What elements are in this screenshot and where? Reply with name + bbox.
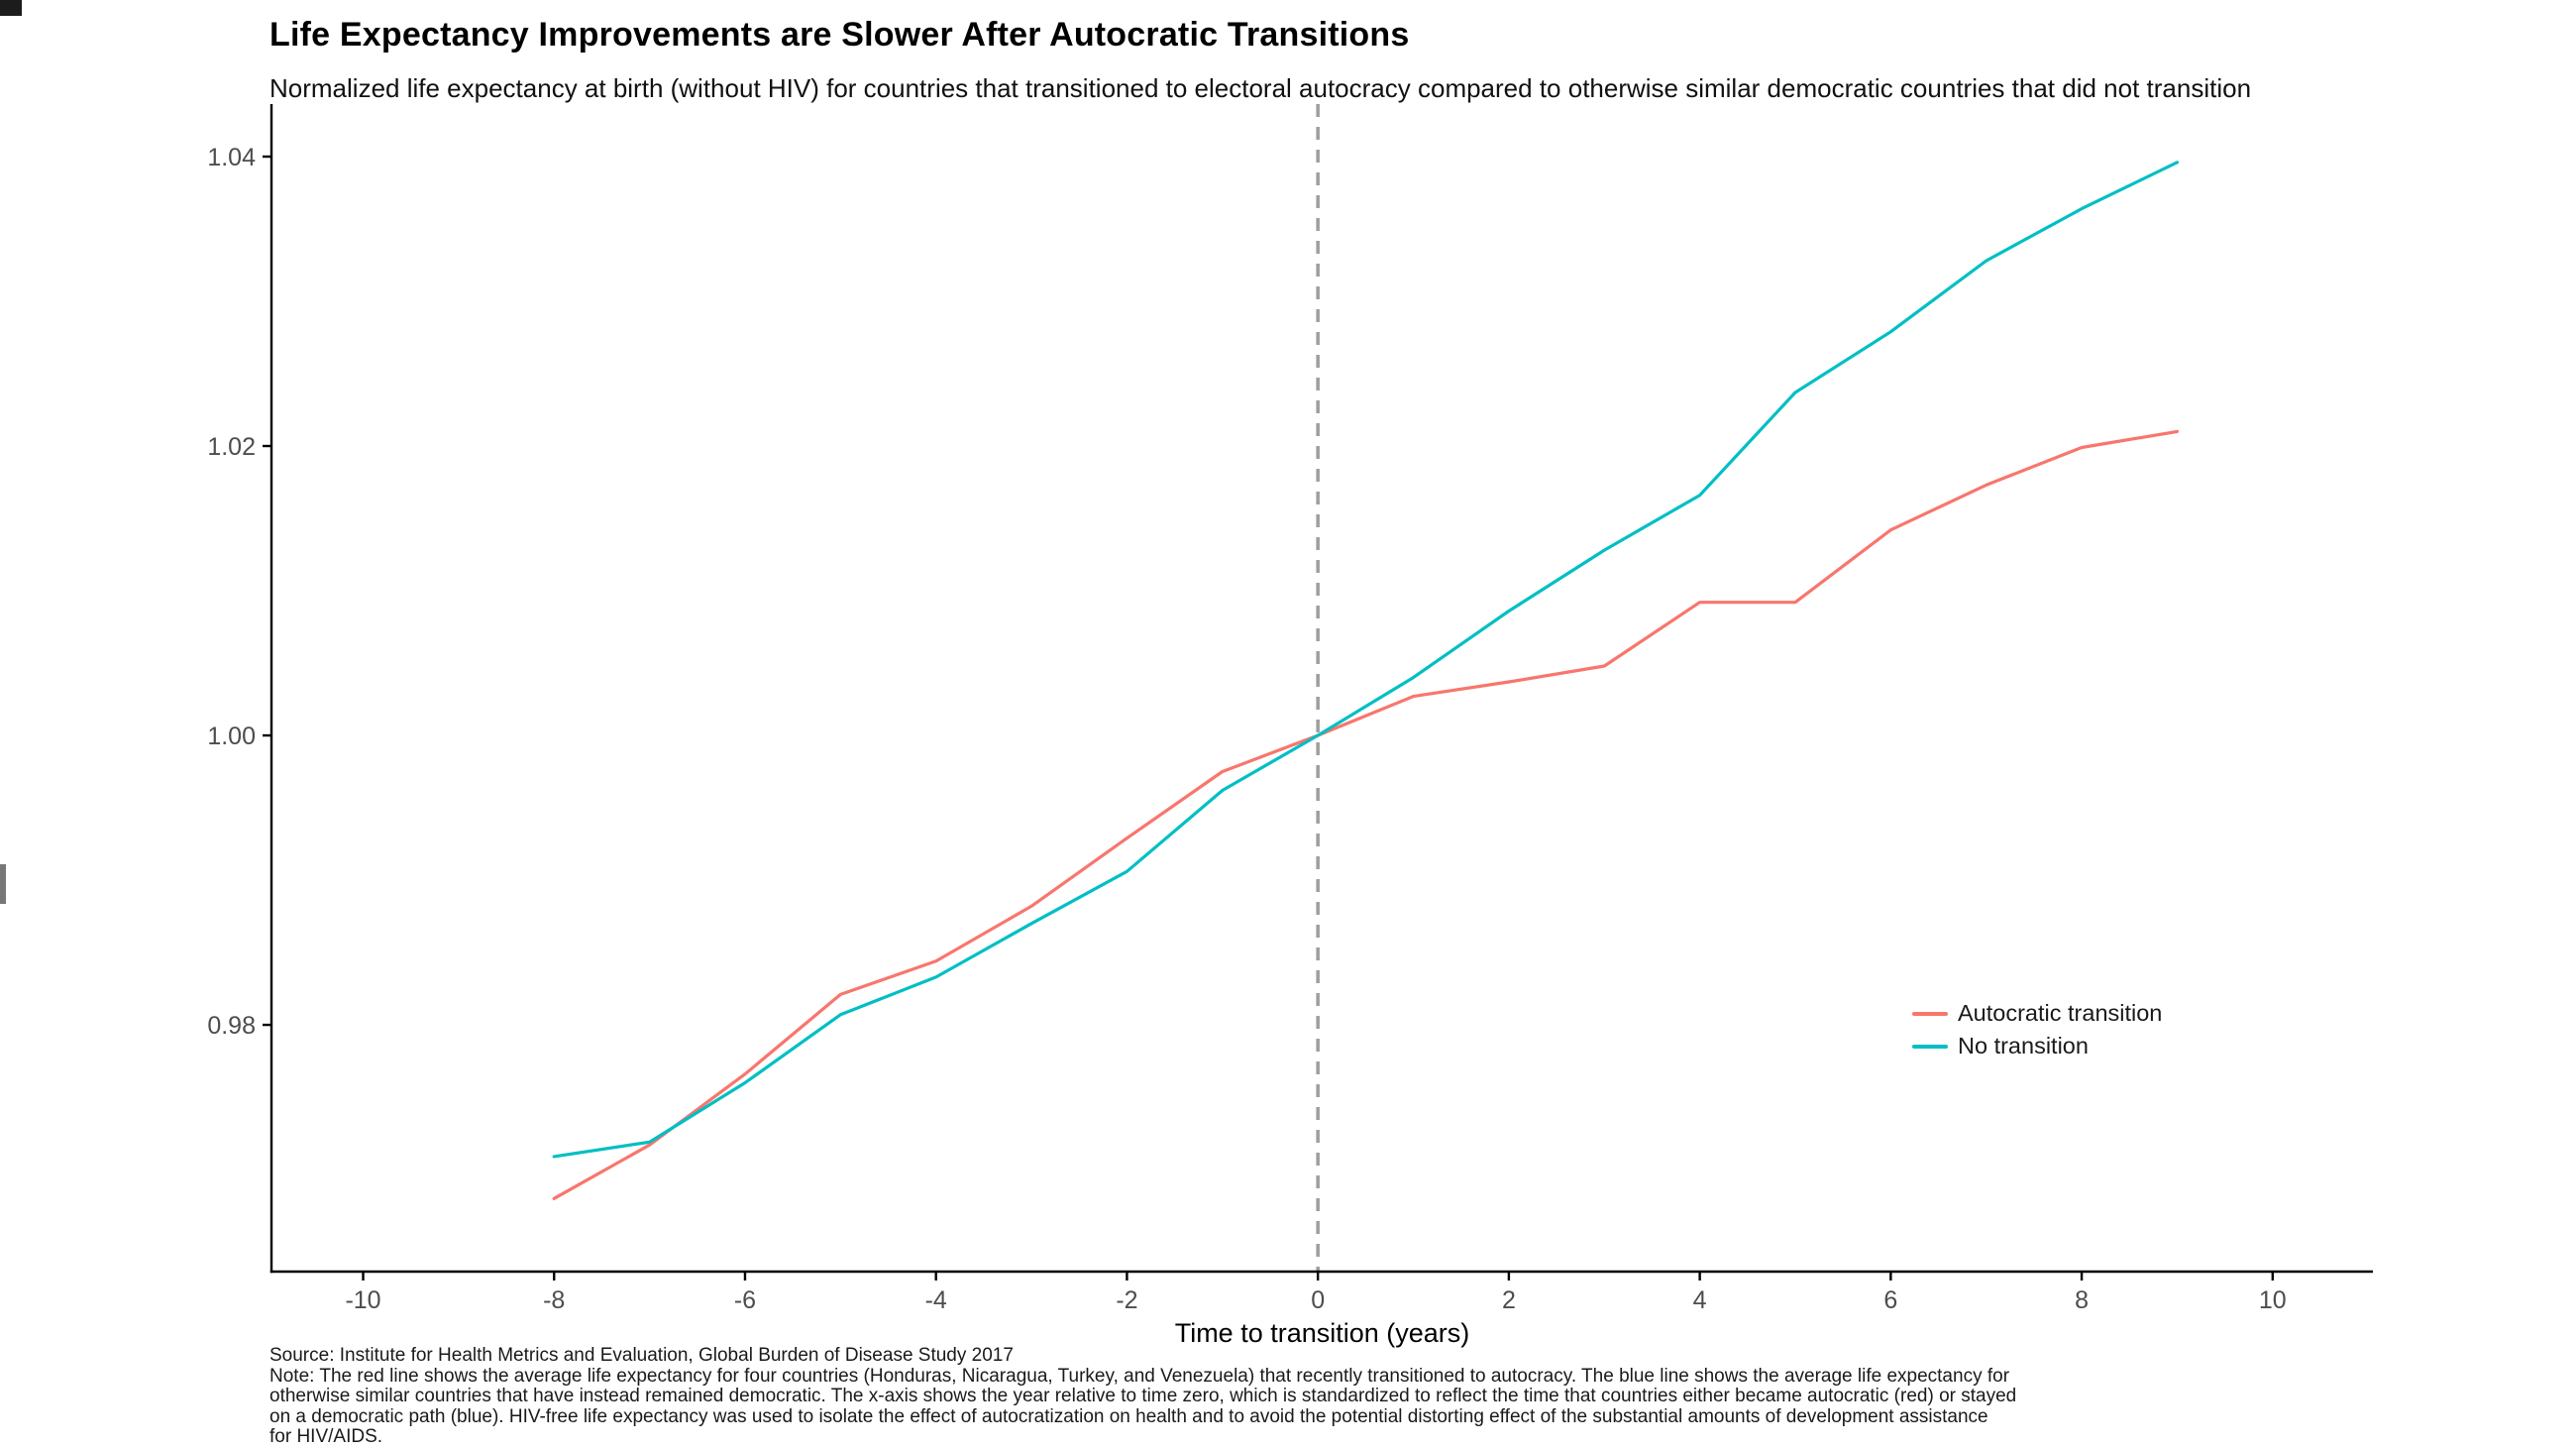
legend-label: No transition	[1958, 1033, 2089, 1059]
caption-line: otherwise similar countries that have in…	[269, 1386, 2017, 1407]
legend-swatch-autocratic-line	[1912, 1011, 1948, 1016]
x-tick-label: 8	[2075, 1286, 2089, 1314]
legend-item-autocratic: Autocratic transition	[1912, 997, 2162, 1030]
x-tick-label: -4	[925, 1286, 947, 1314]
legend-swatch-no-transition-line	[1912, 1044, 1948, 1049]
screen-artifact-left-edge	[0, 864, 6, 904]
caption-line: Note: The red line shows the average lif…	[269, 1365, 2010, 1387]
chart-subtitle: Normalized life expectancy at birth (wit…	[269, 73, 2252, 103]
legend-item-no-transition: No transition	[1912, 1030, 2162, 1062]
y-tick-label: 1.04	[207, 144, 256, 171]
screen-artifact-top-left	[0, 0, 22, 16]
x-tick-label: -8	[543, 1286, 565, 1314]
x-axis-title: Time to transition (years)	[1174, 1318, 1470, 1348]
caption-line: on a democratic path (blue). HIV-free li…	[269, 1405, 1988, 1427]
x-tick-label: 10	[2259, 1286, 2287, 1314]
x-tick-label: 6	[1883, 1286, 1897, 1314]
caption-line: for HIV/AIDS.	[269, 1426, 383, 1448]
series-line-autocratic-transition	[552, 429, 2180, 1200]
y-tick-label: 0.98	[207, 1012, 256, 1040]
x-tick-label: 0	[1311, 1286, 1325, 1314]
x-tick-label: -10	[345, 1286, 380, 1314]
x-tick-label: -2	[1116, 1286, 1137, 1314]
x-tick-label: 2	[1502, 1286, 1516, 1314]
source-note-caption: Source: Institute for Health Metrics and…	[269, 1345, 2017, 1448]
x-tick-label: -6	[734, 1286, 756, 1314]
y-tick-label: 1.00	[207, 723, 256, 750]
caption-line: Source: Institute for Health Metrics and…	[269, 1345, 1014, 1366]
x-tick-label: 4	[1693, 1286, 1707, 1314]
page-title: Life Expectancy Improvements are Slower …	[269, 16, 1410, 54]
series-line-no-transition	[552, 161, 2180, 1159]
y-tick-label: 1.02	[207, 433, 256, 461]
legend-label: Autocratic transition	[1958, 1000, 2163, 1026]
chart-legend: Autocratic transition No transition	[1912, 997, 2162, 1062]
